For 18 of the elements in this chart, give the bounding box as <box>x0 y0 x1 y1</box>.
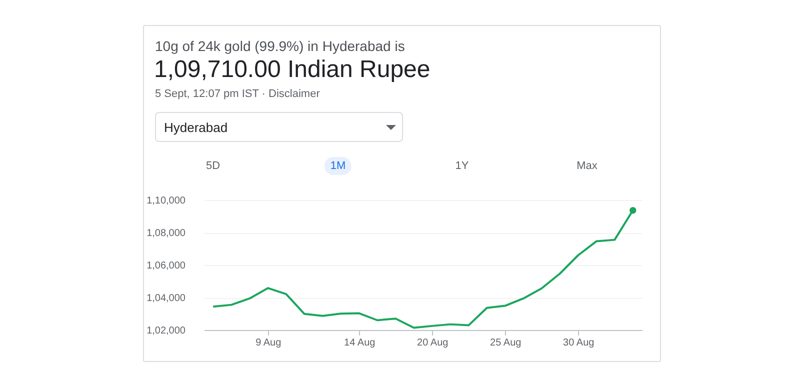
y-tick-label: 1,10,000 <box>146 196 186 206</box>
x-tick-label: 20 Aug <box>417 338 448 348</box>
text: Hyderabad <box>164 120 228 135</box>
x-tick-label: 30 Aug <box>563 338 594 348</box>
x-tick-label: 14 Aug <box>344 338 376 348</box>
y-tick-label: 1,04,000 <box>146 293 186 304</box>
y-tick-label: 1,06,000 <box>146 260 186 272</box>
x-tick-label: 9 Aug <box>256 338 282 348</box>
chart-title: 10g of 24k gold (99.9%) in Hyderabad is <box>155 38 405 54</box>
chart-subtitle: 1,09,710.00 Indian Rupee <box>154 56 430 84</box>
text: Max <box>576 159 598 174</box>
text: 1Y <box>454 159 470 174</box>
text: 5D <box>204 159 222 174</box>
text: 1M <box>324 157 352 175</box>
x-tick-label: 25 Aug <box>490 338 522 348</box>
y-tick-label: 1,02,000 <box>146 326 186 336</box>
text: 5 Sept, 12:07 pm IST · Disclaimer <box>155 88 320 100</box>
y-tick-label: 1,08,000 <box>146 228 186 239</box>
